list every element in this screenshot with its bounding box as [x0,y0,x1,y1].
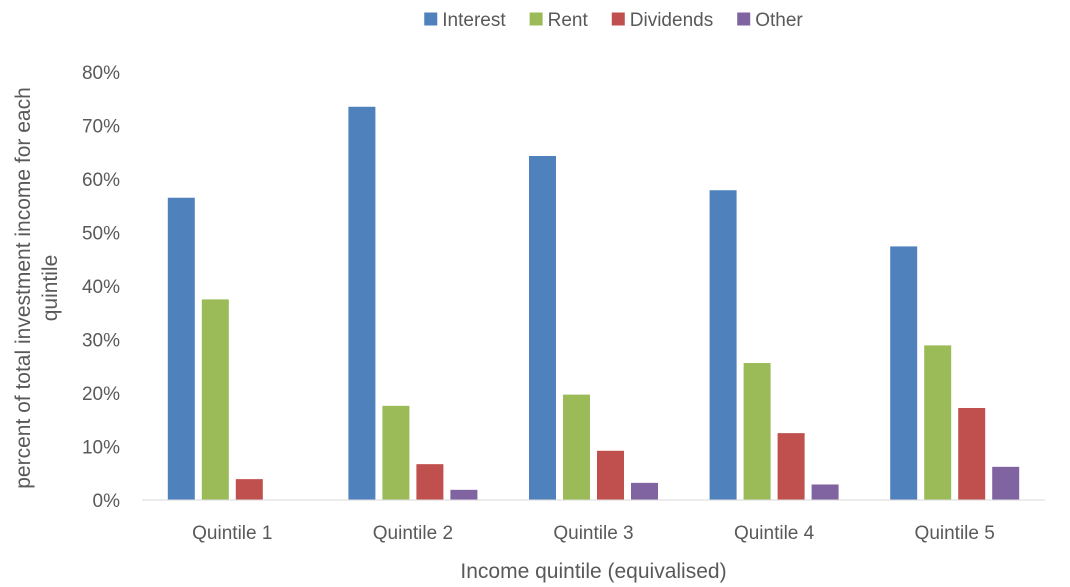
x-tick-label: Quintile 1 [192,523,272,544]
x-axis-ticks: Quintile 1 Quintile 2 Quintile 3 Quintile 4… [192,523,995,544]
y-tick-label: 30% [82,331,120,352]
bar-interest-1 [167,197,195,500]
legend: Interest Rent Dividends Other [424,10,803,31]
legend-item-dividends: Dividends [611,10,713,31]
bar-other-3 [631,482,658,500]
y-tick-label: 40% [82,277,120,298]
bar-dividends-1 [235,479,263,500]
y-tick-label: 50% [82,224,120,245]
y-tick-label: 0% [93,491,121,512]
bars [167,106,1020,501]
legend-swatch [737,12,751,26]
bar-other-4 [811,484,839,500]
y-axis-label: percent of total investment income for e… [12,87,62,489]
bar-rent-3 [563,394,590,500]
legend-item-interest: Interest [424,10,506,31]
y-tick-label: 80% [82,63,120,84]
bar-dividends-5 [958,407,986,500]
x-tick-label: Quintile 3 [553,523,633,544]
y-axis-ticks: 0% 10% 20% 30% 40% 50% 60% 70% 80% [82,63,120,512]
bar-other-2 [450,489,478,500]
legend-swatch [529,12,543,26]
y-tick-label: 60% [82,170,120,191]
y-tick-label: 20% [82,384,120,405]
legend-item-rent: Rent [529,10,589,31]
bar-rent-4 [743,363,771,500]
legend-label: Dividends [630,10,713,31]
bar-interest-5 [890,246,918,500]
bar-dividends-4 [777,433,805,500]
x-tick-label: Quintile 4 [734,523,815,544]
legend-swatch [424,12,438,26]
bar-dividends-2 [416,464,444,500]
y-tick-label: 70% [82,117,120,138]
legend-label: Other [755,10,803,31]
y-tick-label: 10% [82,438,120,459]
bar-interest-3 [529,155,556,500]
bar-rent-2 [382,405,410,500]
bar-rent-5 [924,345,952,500]
bar-other-5 [992,466,1020,500]
x-tick-label: Quintile 2 [373,523,453,544]
legend-item-other: Other [737,10,803,31]
y-axis-label-line: percent of total investment income for e… [12,87,35,489]
x-tick-label: Quintile 5 [915,523,995,544]
legend-label: Interest [442,10,506,31]
bar-rent-1 [201,299,229,500]
x-axis-label: Income quintile (equivalised) [460,560,726,583]
bar-dividends-3 [597,450,624,500]
legend-label: Rent [548,10,589,31]
bar-interest-2 [348,106,376,501]
legend-swatch [611,12,625,26]
bar-interest-4 [709,190,737,501]
y-axis-label-line: quintile [39,255,62,322]
